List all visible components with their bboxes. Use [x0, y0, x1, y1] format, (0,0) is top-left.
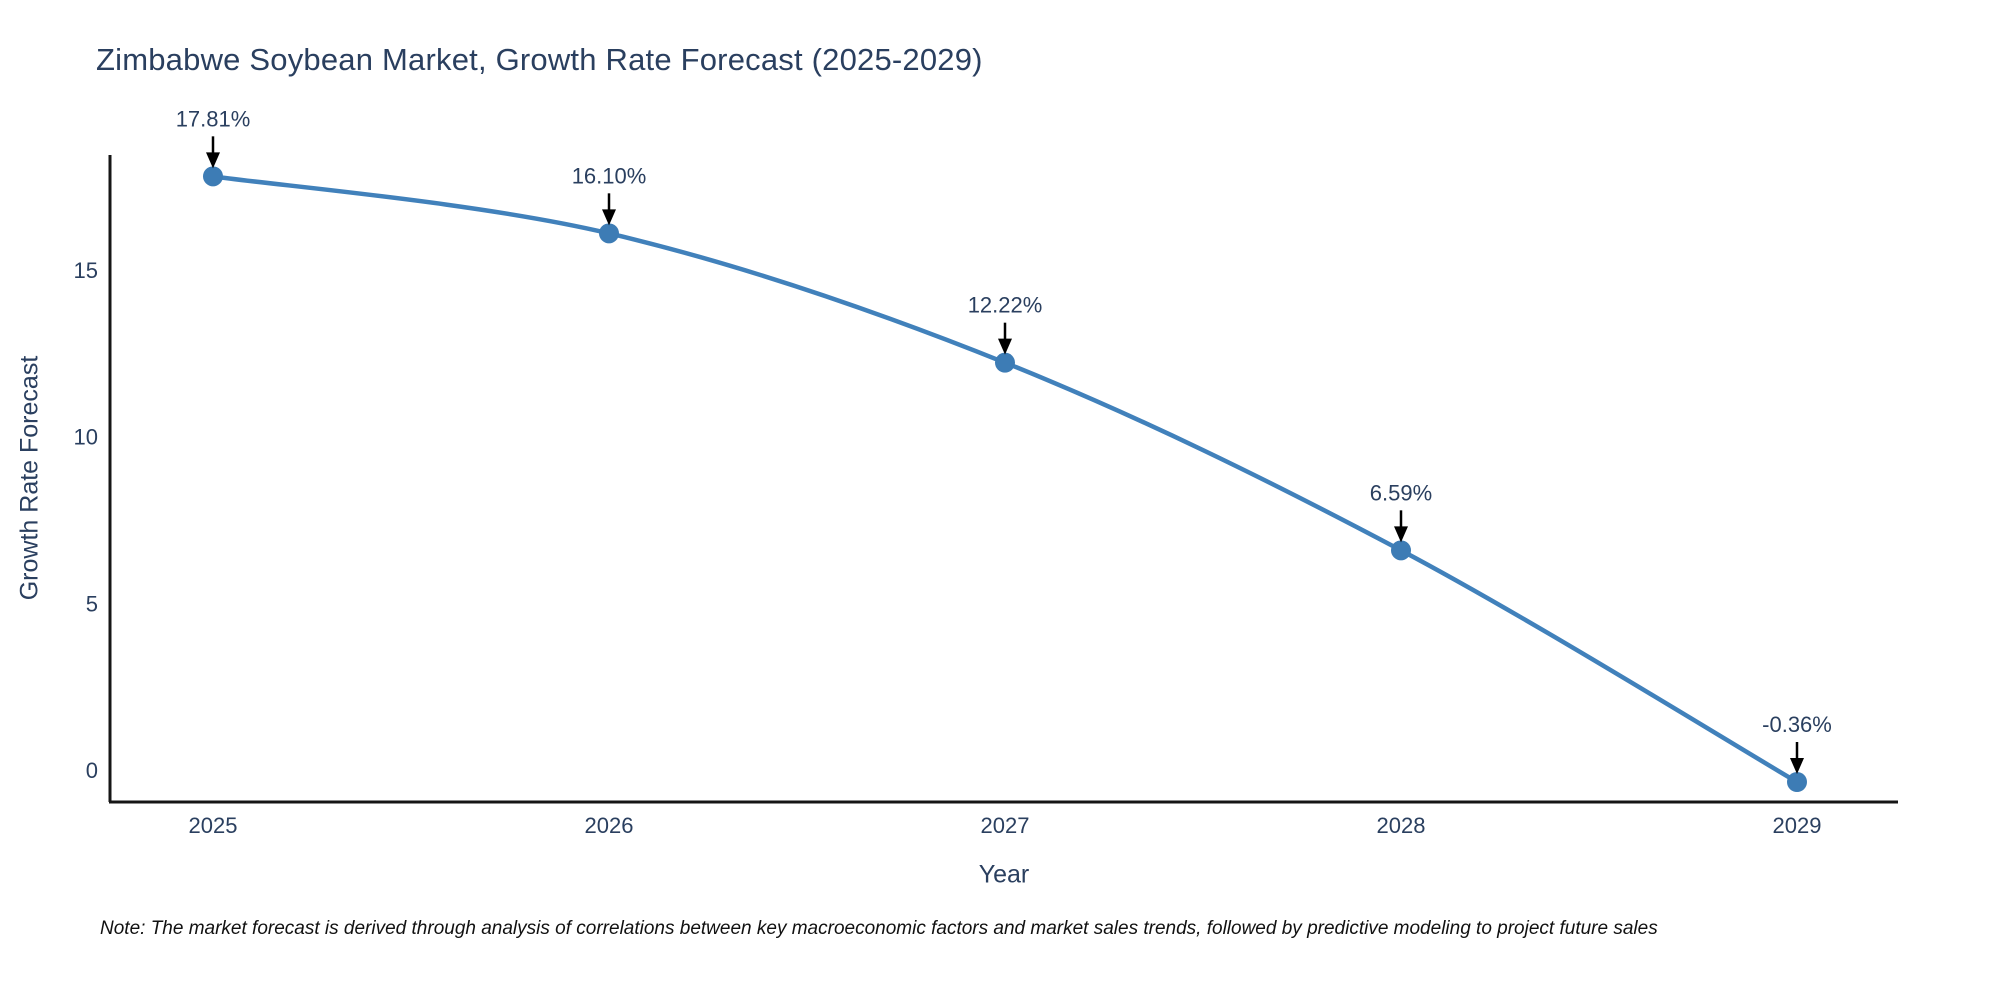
x-tick-label: 2029: [1773, 813, 1822, 838]
data-point-marker: [995, 352, 1015, 373]
y-tick-label: 5: [86, 591, 98, 616]
x-tick-label: 2026: [585, 813, 634, 838]
annotation-arrow-head: [602, 209, 616, 226]
y-axis-title: Growth Rate Forecast: [15, 355, 44, 601]
x-axis-title: Year: [978, 860, 1030, 889]
data-point-label: 16.10%: [572, 163, 647, 188]
data-point-label: 12.22%: [968, 293, 1043, 318]
annotation-arrow-head: [1790, 757, 1804, 774]
data-point-marker: [203, 166, 223, 187]
footnote: Note: The market forecast is derived thr…: [100, 918, 1658, 939]
x-tick-label: 2025: [189, 813, 238, 838]
data-point-label: -0.36%: [1762, 712, 1832, 737]
chart-title: Zimbabwe Soybean Market, Growth Rate For…: [96, 42, 983, 77]
annotation-arrow-head: [998, 338, 1012, 355]
data-point-marker: [1391, 540, 1411, 561]
y-tick-label: 15: [74, 258, 98, 283]
annotation-arrow-head: [206, 152, 220, 169]
x-tick-label: 2027: [981, 813, 1030, 838]
data-point-label: 17.81%: [176, 106, 251, 131]
trend-line: [210, 174, 1800, 785]
y-tick-label: 10: [74, 425, 98, 450]
data-point-marker: [599, 223, 619, 244]
annotation-arrow-head: [1394, 526, 1408, 543]
x-tick-label: 2028: [1377, 813, 1426, 838]
y-tick-label: 0: [86, 758, 98, 783]
data-point-marker: [1787, 771, 1807, 792]
data-point-label: 6.59%: [1370, 480, 1432, 505]
